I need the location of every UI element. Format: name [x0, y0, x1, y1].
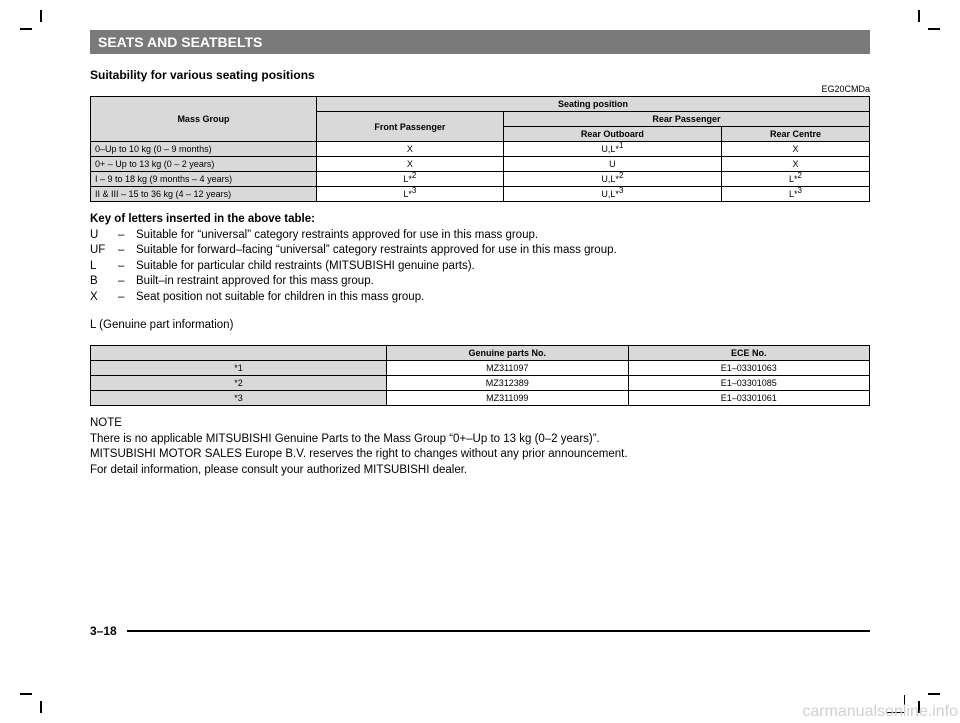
cell: X: [721, 142, 869, 157]
section-header: SEATS AND SEATBELTS: [90, 30, 870, 54]
key-code: B: [90, 274, 118, 290]
key-block: Key of letters inserted in the above tab…: [90, 212, 870, 305]
crop-mark: [20, 693, 32, 695]
note-block: NOTE There is no applicable MITSUBISHI G…: [90, 416, 870, 478]
mass-label: II & III – 15 to 36 kg (4 – 12 years): [91, 187, 317, 202]
crop-mark: [20, 28, 32, 30]
cell: L*3: [721, 187, 869, 202]
key-code: UF: [90, 243, 118, 259]
key-desc: Suitable for particular child restraints…: [136, 259, 870, 275]
seating-table: Mass Group Seating position Front Passen…: [90, 96, 870, 202]
info-line: L (Genuine part information): [90, 319, 870, 331]
ref-code: EG20CMDa: [90, 84, 870, 94]
crop-mark: [928, 28, 940, 30]
key-row: X – Seat position not suitable for child…: [90, 290, 870, 306]
key-desc: Seat position not suitable for children …: [136, 290, 870, 306]
crop-mark: [918, 10, 920, 22]
ece-cell: E1–03301063: [628, 361, 870, 376]
mass-label: 0–Up to 10 kg (0 – 9 months): [91, 142, 317, 157]
page-number: 3–18: [90, 624, 117, 638]
col-seating-position: Seating position: [316, 97, 869, 112]
footer-rule: [127, 630, 870, 632]
cell: L*2: [316, 172, 503, 187]
note-line: There is no applicable MITSUBISHI Genuin…: [90, 432, 870, 448]
key-row: U – Suitable for “universal” category re…: [90, 228, 870, 244]
gp-cell: MZ311097: [387, 361, 628, 376]
table-row: II & III – 15 to 36 kg (4 – 12 years) L*…: [91, 187, 870, 202]
cell: U,L*3: [503, 187, 721, 202]
key-dash: –: [118, 228, 136, 244]
key-dash: –: [118, 259, 136, 275]
mass-label: 0+ – Up to 13 kg (0 – 2 years): [91, 157, 317, 172]
gp-cell: MZ311099: [387, 391, 628, 406]
table-row: *1 MZ311097 E1–03301063: [91, 361, 870, 376]
key-desc: Suitable for forward–facing “universal” …: [136, 243, 870, 259]
key-row: B – Built–in restraint approved for this…: [90, 274, 870, 290]
ref-cell: *2: [91, 376, 387, 391]
note-line: For detail information, please consult y…: [90, 463, 870, 479]
crop-mark: [40, 701, 42, 713]
key-code: X: [90, 290, 118, 306]
col-rear-passenger: Rear Passenger: [503, 112, 869, 127]
page: SEATS AND SEATBELTS Suitability for vari…: [0, 0, 960, 723]
col-rear-centre: Rear Centre: [721, 127, 869, 142]
key-dash: –: [118, 290, 136, 306]
key-desc: Built–in restraint approved for this mas…: [136, 274, 870, 290]
col-mass-group: Mass Group: [91, 97, 317, 142]
watermark: carmanualsonline.info: [802, 703, 958, 721]
parts-table: Genuine parts No. ECE No. *1 MZ311097 E1…: [90, 345, 870, 406]
col-front-passenger: Front Passenger: [316, 112, 503, 142]
col-blank: [91, 346, 387, 361]
gp-cell: MZ312389: [387, 376, 628, 391]
ece-cell: E1–03301085: [628, 376, 870, 391]
key-title: Key of letters inserted in the above tab…: [90, 212, 870, 228]
key-code: L: [90, 259, 118, 275]
table-row: *3 MZ311099 E1–03301061: [91, 391, 870, 406]
ref-cell: *3: [91, 391, 387, 406]
ece-cell: E1–03301061: [628, 391, 870, 406]
ref-cell: *1: [91, 361, 387, 376]
subtitle: Suitability for various seating position…: [90, 68, 870, 82]
mass-label: I – 9 to 18 kg (9 months – 4 years): [91, 172, 317, 187]
cell: X: [316, 157, 503, 172]
table-row: 0–Up to 10 kg (0 – 9 months) X U,L*1 X: [91, 142, 870, 157]
col-genuine: Genuine parts No.: [387, 346, 628, 361]
cell: X: [316, 142, 503, 157]
cell: L*2: [721, 172, 869, 187]
key-row: UF – Suitable for forward–facing “univer…: [90, 243, 870, 259]
cell: U,L*2: [503, 172, 721, 187]
cell: L*3: [316, 187, 503, 202]
table-row: *2 MZ312389 E1–03301085: [91, 376, 870, 391]
crop-mark: [928, 693, 940, 695]
col-ece: ECE No.: [628, 346, 870, 361]
key-dash: –: [118, 274, 136, 290]
cell: U: [503, 157, 721, 172]
table-row: 0+ – Up to 13 kg (0 – 2 years) X U X: [91, 157, 870, 172]
key-code: U: [90, 228, 118, 244]
key-dash: –: [118, 243, 136, 259]
crop-mark: [40, 10, 42, 22]
key-row: L – Suitable for particular child restra…: [90, 259, 870, 275]
note-title: NOTE: [90, 416, 870, 432]
cell: U,L*1: [503, 142, 721, 157]
col-rear-outboard: Rear Outboard: [503, 127, 721, 142]
note-line: MITSUBISHI MOTOR SALES Europe B.V. reser…: [90, 447, 870, 463]
table-row: I – 9 to 18 kg (9 months – 4 years) L*2 …: [91, 172, 870, 187]
cell: X: [721, 157, 869, 172]
key-desc: Suitable for “universal” category restra…: [136, 228, 870, 244]
page-footer: 3–18: [90, 624, 870, 638]
